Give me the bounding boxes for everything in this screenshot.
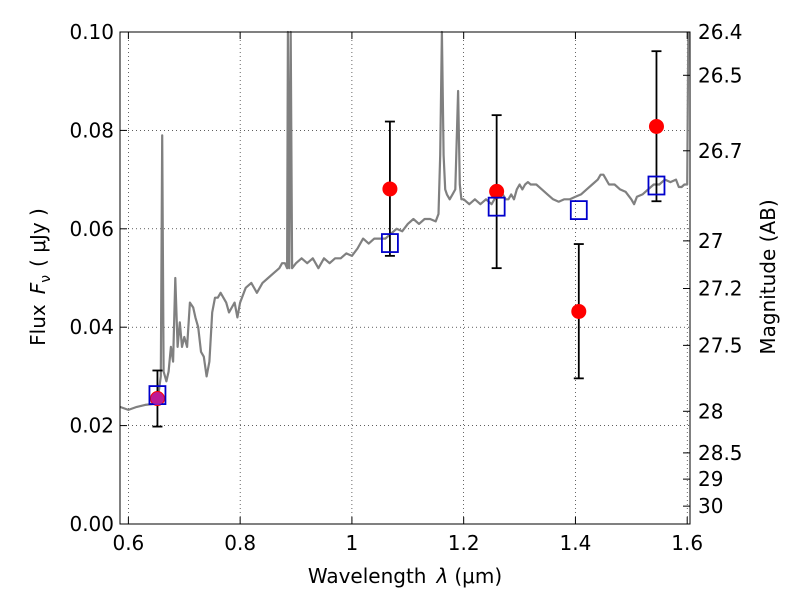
model-point <box>647 175 666 196</box>
observed-point-overlap <box>150 392 164 406</box>
y-tick-label: 0.02 <box>69 414 114 438</box>
y-tick-label: 0.04 <box>69 315 114 339</box>
x-tick-label: 1.4 <box>560 531 592 555</box>
model-point <box>569 200 588 221</box>
x-tick-label: 1 <box>346 531 359 555</box>
x-tick-label: 0.8 <box>224 531 256 555</box>
y2-tick-label: 30 <box>698 494 723 518</box>
model-point <box>487 196 506 217</box>
y-tick-label: 0.00 <box>69 512 114 536</box>
y2-tick-label: 29 <box>698 467 723 491</box>
y2-tick-label: 26.4 <box>698 20 743 44</box>
grid <box>120 31 690 525</box>
y2-tick-label: 28 <box>698 399 723 423</box>
marker-layer <box>148 118 666 407</box>
y-tick-label: 0.10 <box>69 20 114 44</box>
spectrum-layer <box>119 30 690 411</box>
model-point <box>381 233 399 253</box>
y2-tick-label: 26.7 <box>698 139 743 163</box>
y-axis-label: FluxFν( μJy ) <box>26 208 54 346</box>
y2-tick-label: 26.5 <box>698 63 743 87</box>
observed-point <box>382 181 398 197</box>
y2-tick-label: 27.5 <box>698 333 743 357</box>
label-layer: 0.6 0.8 1 1.2 1.4 1.6 0.00 0.02 0.04 0.06 0.08 0.10… <box>69 20 742 555</box>
observed-point <box>571 303 587 319</box>
y-tick-label: 0.06 <box>69 217 114 241</box>
observed-point <box>648 118 664 134</box>
observed-point <box>489 183 505 199</box>
secondary-y-axis-label: Magnitude (AB) <box>756 199 780 354</box>
y-tick-label: 0.08 <box>69 118 114 142</box>
spectrum-line <box>119 30 690 411</box>
errorbar-layer <box>152 50 662 428</box>
x-tick-label: 1.6 <box>671 531 703 555</box>
tick-layer <box>120 31 690 525</box>
x-axis-label: Wavelength λ (μm) <box>308 564 502 588</box>
y2-tick-label: 28.5 <box>698 441 743 465</box>
y2-tick-label: 27 <box>698 229 723 253</box>
y2-tick-label: 27.2 <box>698 277 743 301</box>
x-tick-label: 1.2 <box>448 531 480 555</box>
plot-frame <box>119 31 691 525</box>
x-tick-label: 0.6 <box>112 531 144 555</box>
